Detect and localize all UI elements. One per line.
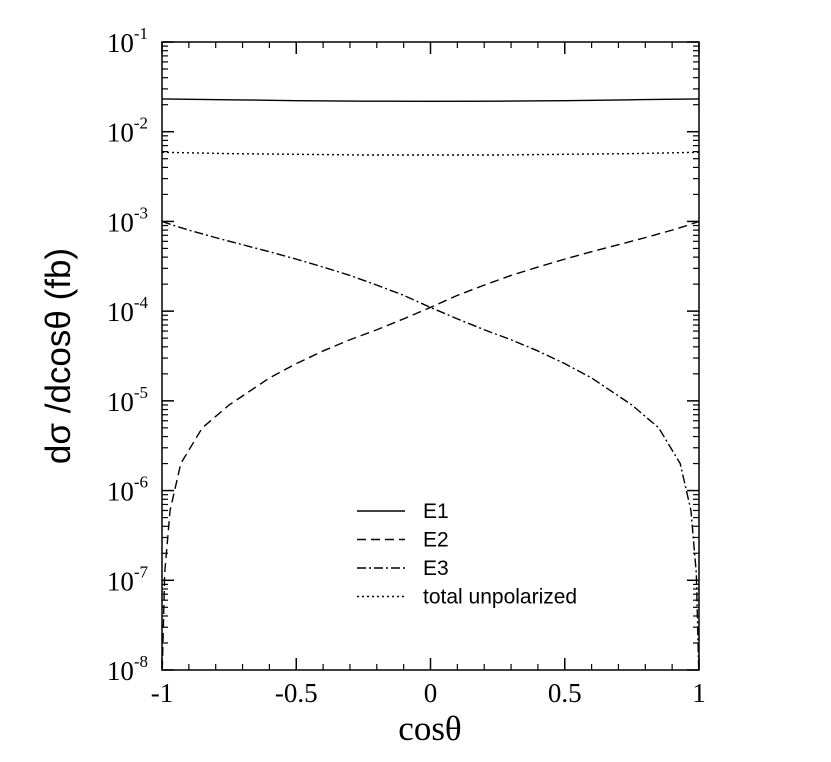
- series-line-e2: [161, 220, 700, 671]
- y-axis-title: dσ /dcosθ (fb): [39, 248, 78, 464]
- y-tick-label: 10-6: [107, 473, 148, 507]
- x-tick-label: -0.5: [275, 678, 318, 708]
- legend-label: E1: [423, 500, 449, 523]
- x-tick-label: 1: [692, 678, 706, 708]
- y-tick-label: 10-1: [107, 24, 148, 58]
- tick-marks: [161, 41, 700, 671]
- x-tick-labels: -1 -0.5 0 0.5 1: [151, 678, 706, 708]
- y-tick-label: 10-8: [107, 652, 148, 686]
- legend-label: total unpolarized: [423, 586, 577, 609]
- y-tick-labels: 10-8 10-7 10-6 10-5 10-4 10-3 10-2 10-1: [107, 24, 149, 686]
- y-tick-label: 10-7: [107, 562, 149, 596]
- legend-label: E3: [423, 557, 449, 580]
- y-tick-label: 10-2: [107, 114, 148, 148]
- x-tick-label: 0: [424, 678, 438, 708]
- legend-label: E2: [423, 529, 449, 552]
- y-tick-label: 10-5: [107, 383, 148, 417]
- series-line-total-unpolarized: [161, 151, 700, 156]
- x-tick-label: 0.5: [548, 678, 582, 708]
- y-tick-label: 10-4: [107, 293, 149, 327]
- series-layer: [161, 98, 700, 671]
- series-line-e1: [161, 98, 700, 103]
- x-tick-label: -1: [151, 678, 174, 708]
- series-line-e3: [161, 220, 700, 671]
- y-tick-label: 10-3: [107, 203, 148, 237]
- x-axis-title: cosθ: [398, 709, 461, 748]
- legend: E1 E2 E3 total unpolarized: [357, 500, 577, 609]
